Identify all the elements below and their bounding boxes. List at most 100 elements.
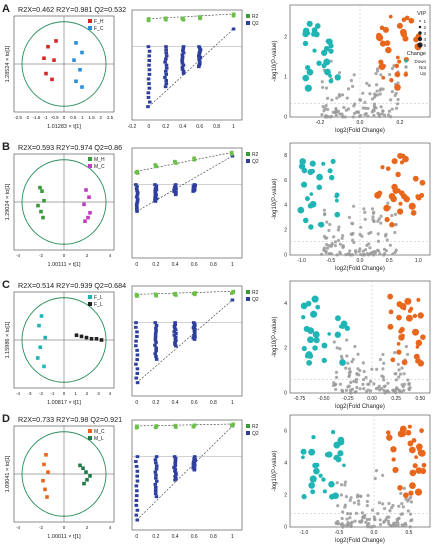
volcano-point-up-B <box>419 179 426 186</box>
volcano-point-not-C <box>344 366 348 370</box>
volcano-point-up-C <box>413 353 420 360</box>
scores-legend-swatch-A <box>88 26 92 30</box>
scores-ylabel-C: 1.15986 × to[1] <box>5 321 11 358</box>
volcano-point-not-A <box>390 66 395 71</box>
volcano-legend-change-label: Up <box>420 71 426 76</box>
scores-point-D <box>82 481 86 486</box>
volcano-point-down-C <box>339 359 346 366</box>
volcano-point-down-C <box>307 336 314 344</box>
scores-xtick-A: 0.5 <box>70 115 77 120</box>
perm-q2-point-D <box>154 461 158 465</box>
volcano-point-not-D <box>343 505 347 509</box>
perm-q2-point-B <box>135 201 139 205</box>
volcano-point-not-A <box>395 102 400 106</box>
volcano-point-not-D <box>388 509 392 513</box>
scores-point-D <box>46 470 50 474</box>
volcano-point-down-D <box>308 482 316 489</box>
perm-legend-label-D: R2 <box>252 424 259 430</box>
volcano-point-not-C <box>402 382 407 386</box>
volcano-point-not-D <box>399 491 403 496</box>
perm-legend-label-C: Q2 <box>252 297 259 303</box>
volcano-point-not-C <box>401 385 405 389</box>
perm-q2-point-C <box>154 346 158 350</box>
volcano-point-not-D <box>378 523 383 527</box>
volcano-point-not-C <box>378 357 383 362</box>
volcano-point-up-D <box>408 490 414 496</box>
volcano-ylabel-C: -log10(P-value) <box>272 316 278 357</box>
perm-q2-point-A <box>163 75 167 79</box>
volcano-point-not-D <box>386 519 390 523</box>
volcano-point-not-C <box>394 390 398 395</box>
volcano-point-down-A <box>302 74 310 82</box>
scores-point-A <box>42 56 46 61</box>
volcano-point-down-D <box>312 462 318 469</box>
volcano-point-not-D <box>383 519 387 523</box>
perm-q2-point-D <box>174 476 178 480</box>
perm-legend-swatch-D <box>246 431 250 435</box>
volcano-point-not-D <box>349 524 353 529</box>
scores-xtick-C: 1 <box>74 391 77 396</box>
perm-xtick-D: 0.8 <box>210 534 217 540</box>
volcano-point-not-A <box>396 81 400 85</box>
perm-q2-point-C <box>154 340 158 344</box>
perm-q2-point-A <box>231 27 236 31</box>
volcano-point-not-C <box>362 387 366 391</box>
volcano-point-not-A <box>366 114 370 118</box>
volcano-frame-C <box>289 280 431 394</box>
volcano-point-not-C <box>386 381 390 385</box>
volcano-point-up-D <box>418 449 426 457</box>
volcano-point-not-A <box>386 113 391 117</box>
volcano-frame-D <box>289 414 431 528</box>
perm-xtick-D: 0 <box>135 534 138 540</box>
volcano-point-not-B <box>371 215 375 219</box>
scores-xtick-B: 2 <box>86 253 89 258</box>
perm-q2-point-C <box>153 338 158 342</box>
volcano-point-not-D <box>372 524 376 528</box>
scores-point-B <box>82 202 86 207</box>
volcano-xtick-C: 0.00 <box>367 396 377 402</box>
perm-xtick-D: 1 <box>231 534 234 540</box>
scores-xlabel-B: 1.00111 × t[1] <box>48 262 81 268</box>
scores-point-C <box>74 333 79 337</box>
volcano-point-down-B <box>307 203 314 209</box>
volcano-point-not-D <box>360 511 364 515</box>
perm-q2-point-A <box>197 60 202 64</box>
scores-point-B <box>36 203 40 208</box>
volcano-point-down-B <box>308 224 314 230</box>
perm-q2-point-C <box>135 353 140 357</box>
volcano-point-not-D <box>343 480 348 484</box>
volcano-point-not-A <box>351 84 355 89</box>
perm-q2-point-D <box>173 464 178 468</box>
perm-q2-point-C <box>174 344 178 348</box>
volcano-point-down-B <box>328 174 335 181</box>
volcano-point-up-C <box>412 328 420 336</box>
volcano-point-not-B <box>341 234 345 238</box>
volcano-point-not-D <box>344 495 349 499</box>
perm-r2-point-D <box>191 425 196 429</box>
volcano-point-not-C <box>349 391 353 395</box>
volcano-point-not-B <box>368 246 372 250</box>
volcano-point-not-C <box>361 382 365 386</box>
volcano-point-up-C <box>387 293 394 300</box>
volcano-point-up-C <box>407 309 412 313</box>
perm-r2-point-C <box>174 293 178 297</box>
volcano-point-up-D <box>397 485 403 491</box>
volcano-point-not-D <box>410 518 414 522</box>
volcano-point-not-A <box>375 89 379 93</box>
volcano-point-up-A <box>376 34 384 42</box>
volcano-point-not-C <box>345 338 349 342</box>
volcano-point-up-B <box>408 202 416 210</box>
volcano-point-not-D <box>378 518 382 522</box>
volcano-point-up-D <box>414 455 418 460</box>
perm-q2-point-A <box>164 63 169 67</box>
volcano-point-down-B <box>309 192 314 196</box>
volcano-ytick-B: 4 <box>284 203 287 209</box>
volcano-point-up-A <box>404 15 410 21</box>
volcano-point-not-B <box>325 220 329 224</box>
perm-q2-point-A <box>180 53 185 57</box>
volcano-xtick-B: 0.0 <box>357 258 364 264</box>
scores-title-D: R2X=0.733 R2Y=0.98 Q2=0.921 <box>18 415 122 424</box>
volcano-point-not-A <box>366 106 370 111</box>
volcano-point-not-C <box>357 373 361 377</box>
volcano-xtick-B: 1.0 <box>415 258 422 264</box>
